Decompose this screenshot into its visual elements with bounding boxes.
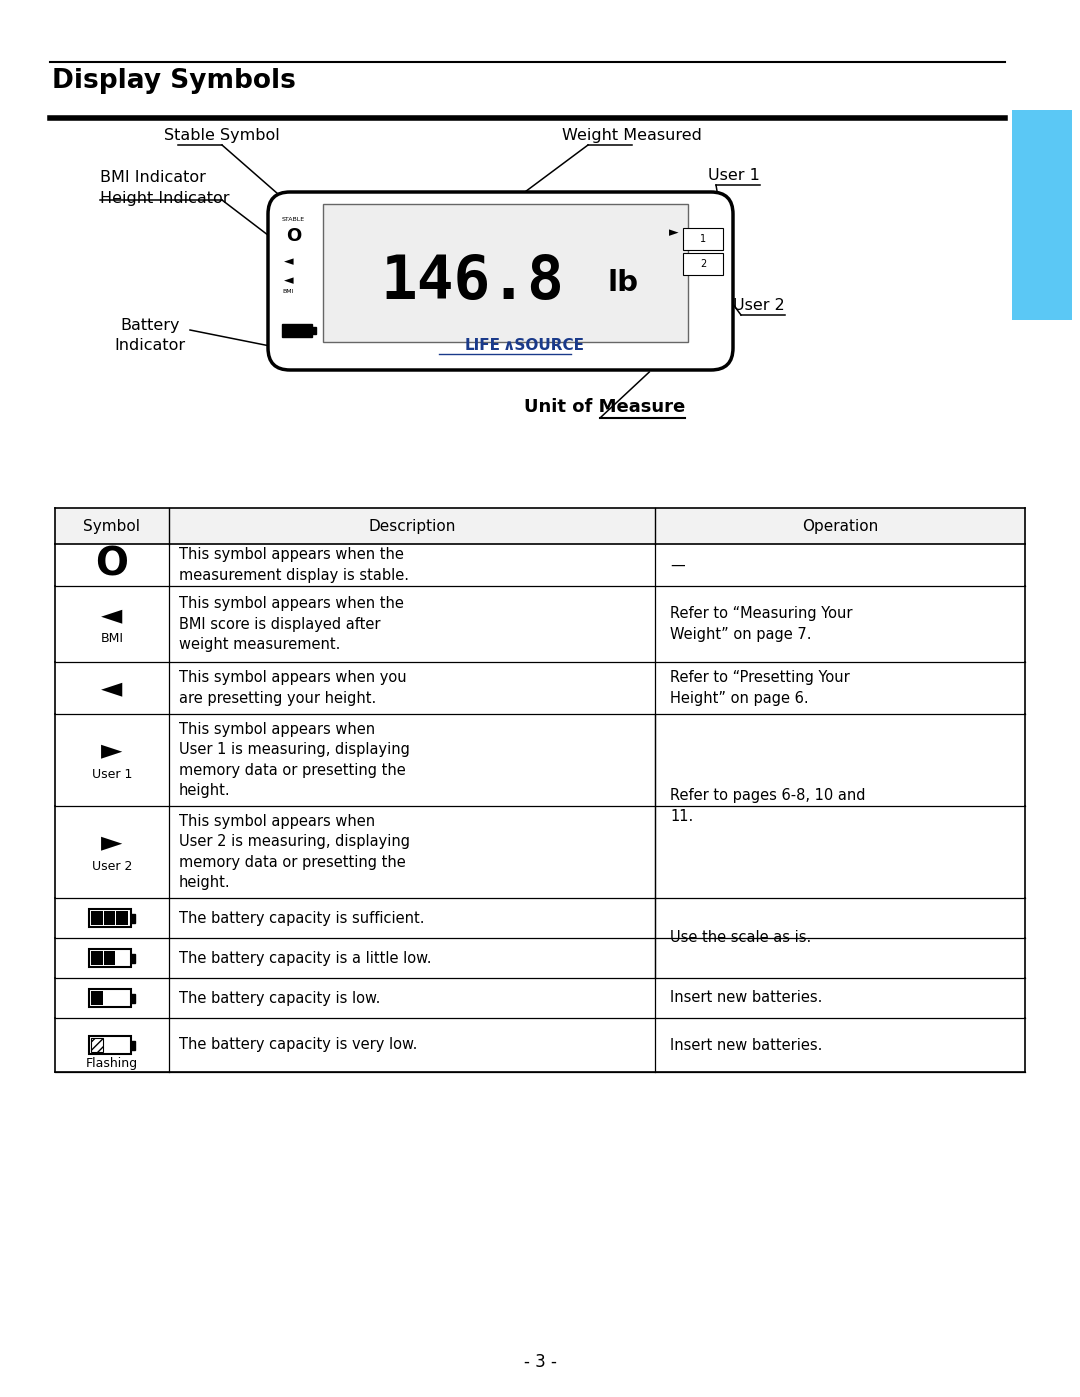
Text: Refer to “Measuring Your
Weight” on page 7.: Refer to “Measuring Your Weight” on page… [670,606,852,641]
Text: This symbol appears when the
measurement display is stable.: This symbol appears when the measurement… [179,548,409,583]
Text: Insert new batteries.: Insert new batteries. [670,1038,822,1052]
Text: ►: ► [670,226,679,239]
Text: This symbol appears when the
BMI score is displayed after
weight measurement.: This symbol appears when the BMI score i… [179,597,404,652]
Bar [683,228,723,250]
Text: BMI: BMI [100,631,123,644]
Text: —: — [670,557,685,573]
Text: Use the scale as is.: Use the scale as is. [670,930,811,946]
Bar [131,914,135,922]
Text: BMI: BMI [282,289,294,293]
Text: ◄: ◄ [284,274,294,286]
Bar [89,989,131,1007]
Text: Stable Symbol: Stable Symbol [164,129,280,142]
Text: Flashing: Flashing [86,1056,138,1070]
Text: Indicator: Indicator [114,338,186,353]
Bar [89,1037,131,1053]
Text: ◄: ◄ [284,256,294,268]
Text: lb: lb [607,270,638,298]
Bar [104,951,116,965]
Text: Insert new batteries.: Insert new batteries. [670,990,822,1006]
Text: O: O [286,226,301,244]
Bar [683,253,723,275]
Text: User 2: User 2 [92,861,132,873]
Bar [91,1038,103,1052]
Bar [131,993,135,1003]
Bar [91,1038,103,1052]
Text: Symbol: Symbol [83,518,140,534]
Text: 2: 2 [700,258,706,270]
Bar [323,204,688,342]
Text: The battery capacity is very low.: The battery capacity is very low. [179,1038,417,1052]
Text: This symbol appears when
User 2 is measuring, displaying
memory data or presetti: This symbol appears when User 2 is measu… [179,814,410,890]
Text: BMI Indicator: BMI Indicator [100,170,206,184]
Text: Refer to “Presetting Your
Height” on page 6.: Refer to “Presetting Your Height” on pag… [670,671,850,705]
Text: Refer to pages 6-8, 10 and
11.: Refer to pages 6-8, 10 and 11. [670,788,865,824]
Text: User 1: User 1 [92,768,132,781]
Text: 146.8: 146.8 [381,253,565,313]
Bar [1012,110,1072,320]
Text: - 3 -: - 3 - [524,1354,556,1370]
Text: Weight Measured: Weight Measured [562,129,702,142]
Bar [89,909,131,928]
Text: User 1: User 1 [708,168,760,183]
Text: Battery: Battery [120,319,179,332]
Bar [282,324,312,337]
Bar [91,911,103,925]
Text: 1: 1 [700,235,706,244]
Text: The battery capacity is low.: The battery capacity is low. [179,990,380,1006]
Text: Operation: Operation [801,518,878,534]
Text: The battery capacity is a little low.: The battery capacity is a little low. [179,950,432,965]
Bar [91,951,103,965]
Text: This symbol appears when you
are presetting your height.: This symbol appears when you are presett… [179,671,407,705]
Text: ◄: ◄ [102,673,123,703]
Bar [131,954,135,963]
Text: Description: Description [368,518,456,534]
Text: User 2: User 2 [733,298,785,313]
Text: ∧SOURCE: ∧SOURCE [502,338,584,353]
Text: ►: ► [102,736,123,764]
FancyBboxPatch shape [268,191,733,370]
Text: Unit of Measure: Unit of Measure [524,398,685,416]
Text: O: O [95,546,129,584]
Text: STABLE: STABLE [282,217,306,222]
Text: Height Indicator: Height Indicator [100,191,229,205]
Text: The battery capacity is sufficient.: The battery capacity is sufficient. [179,911,424,925]
Bar [312,327,316,334]
Bar [131,1041,135,1049]
Bar [104,911,116,925]
Bar [117,911,129,925]
Text: ►: ► [102,828,123,856]
Bar [91,990,103,1004]
Bar [89,949,131,967]
Text: This symbol appears when
User 1 is measuring, displaying
memory data or presetti: This symbol appears when User 1 is measu… [179,722,410,798]
Text: ◄: ◄ [102,601,123,629]
Text: Display Symbols: Display Symbols [52,68,296,94]
Bar [55,509,1025,543]
Text: LIFE: LIFE [464,338,500,353]
